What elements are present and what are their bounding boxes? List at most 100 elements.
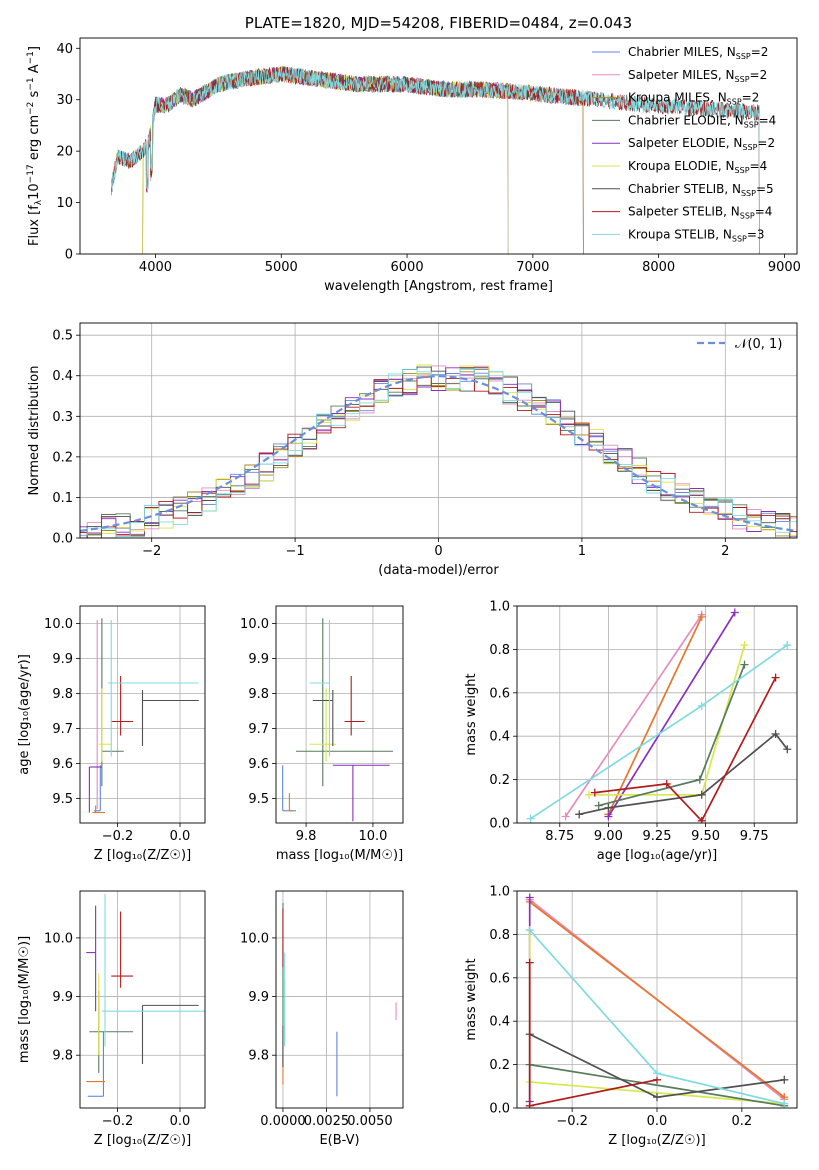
x-axis-label: E(B-V) — [319, 1133, 359, 1148]
chart-title: PLATE=1820, MJD=54208, FIBERID=0484, z=0… — [245, 14, 632, 32]
y-tick-label: 0.6 — [489, 686, 510, 701]
y-tick-label: 10.0 — [44, 931, 73, 946]
weight-marker — [740, 641, 749, 650]
y-tick-label: 9.6 — [52, 757, 73, 772]
y-tick-label: 9.5 — [52, 792, 73, 807]
y-tick-label: 1.0 — [489, 885, 510, 900]
x-tick-label: 0.0 — [170, 829, 191, 844]
legend-nssp-value: =5 — [756, 182, 774, 196]
weight-marker — [697, 816, 706, 823]
y-axis-label-part: A — [27, 64, 42, 77]
weight-line — [594, 677, 777, 823]
x-axis-label: wavelength [Angstrom, rest frame] — [324, 279, 553, 294]
weight-marker — [575, 810, 584, 819]
x-tick-label: 0.0 — [647, 1114, 668, 1129]
x-tick-label: −0.2 — [556, 1114, 588, 1129]
x-axis-label: mass [log₁₀(M/M☉)] — [276, 848, 403, 863]
legend-entry: Chabrier MILES, NSSP=2 — [628, 45, 768, 61]
x-tick-label: 9.75 — [740, 829, 769, 844]
weight-marker — [604, 803, 613, 812]
y-axis-label-part: Flux [f — [27, 205, 42, 246]
weight-marker — [780, 1075, 789, 1084]
legend-nssp-value: =4 — [750, 159, 768, 173]
x-axis-label: Z [log₁₀(Z/Z☉)] — [94, 848, 191, 863]
legend-nssp-value: =2 — [750, 68, 768, 82]
axes-frame — [79, 37, 798, 255]
y-tick-label: 40 — [56, 42, 73, 57]
legend-nssp-prefix: , N — [718, 68, 735, 82]
legend-nssp-subscript: SSP — [735, 166, 750, 175]
y-tick-label: 0.4 — [489, 730, 510, 745]
weight-marker — [653, 1093, 661, 1102]
plot-area-age-vs-Z — [88, 618, 199, 814]
legend-series-name: Chabrier MILES — [628, 45, 719, 59]
x-tick-label: 2 — [721, 544, 729, 559]
weight-marker — [590, 788, 599, 797]
y-axis-label-part: −1 — [26, 51, 36, 64]
legend-nssp-subscript: SSP — [741, 189, 756, 198]
y-tick-label: 30 — [56, 93, 73, 108]
y-tick-label: 0.3 — [52, 410, 73, 425]
weight-marker — [780, 1099, 789, 1108]
x-tick-label: −1 — [286, 544, 305, 559]
x-tick-label: 9.50 — [691, 829, 720, 844]
legend-series-name: Kroupa STELIB — [628, 227, 715, 241]
y-tick-label: 0 — [65, 248, 73, 263]
y-axis-label: mass weight — [464, 673, 479, 755]
x-axis-label: age [log₁₀(age/yr)] — [597, 848, 718, 863]
y-tick-label: 9.9 — [52, 990, 73, 1005]
axes-frame — [79, 890, 206, 1109]
y-tick-label: 9.7 — [52, 722, 73, 737]
y-tick-label: 10.0 — [240, 617, 269, 632]
legend-nssp-value: =2 — [757, 136, 775, 150]
y-axis-label: age [log₁₀(age/yr)] — [17, 654, 32, 775]
y-tick-label: 0.4 — [489, 1015, 510, 1030]
legend-nssp-subscript: SSP — [735, 75, 750, 84]
legend-nssp-value: =3 — [747, 227, 765, 241]
y-tick-label: 0.8 — [489, 928, 510, 943]
y-tick-label: 9.8 — [52, 687, 73, 702]
x-tick-label: 1 — [578, 544, 586, 559]
y-tick-label: 10.0 — [240, 931, 269, 946]
y-axis-label-part: erg cm — [27, 115, 42, 164]
plot-area-mass-vs-ebv — [282, 902, 397, 1097]
y-axis-label-part: 10 — [27, 183, 42, 200]
legend-entry: Kroupa ELODIE, NSSP=4 — [628, 159, 767, 175]
legend-nssp-prefix: , N — [715, 227, 732, 241]
legend-entry: Chabrier ELODIE, NSSP=4 — [628, 113, 776, 129]
plot-area-spectrum — [111, 65, 760, 254]
y-tick-label: 9.8 — [248, 1049, 269, 1064]
weight-line — [529, 901, 785, 1098]
x-tick-label: 9.25 — [643, 829, 672, 844]
legend-series-name: Salpeter STELIB — [628, 205, 723, 219]
axes-frame — [516, 605, 798, 824]
weight-marker — [697, 612, 706, 621]
y-tick-label: 0.0 — [489, 1102, 510, 1117]
y-tick-label: 0.5 — [52, 329, 73, 344]
weight-marker — [561, 812, 570, 821]
y-tick-label: 9.8 — [248, 687, 269, 702]
normal-curve — [80, 375, 797, 532]
weight-marker — [697, 790, 706, 799]
y-tick-label: 9.5 — [248, 792, 269, 807]
spectrum-line — [111, 66, 760, 254]
legend-series-name: Kroupa ELODIE — [628, 159, 718, 173]
x-tick-label: 9000 — [768, 260, 801, 275]
y-axis-label: Normed distribution — [27, 366, 42, 496]
y-tick-label: 9.6 — [248, 757, 269, 772]
weight-marker — [730, 608, 739, 617]
legend-nssp-prefix: , N — [724, 182, 741, 196]
x-tick-label: 4000 — [139, 260, 172, 275]
weight-marker — [594, 801, 603, 810]
legend-series-name: Chabrier STELIB — [628, 182, 724, 196]
y-axis-label: Flux [fλ10−17 erg cm−2 s−1 A−1] — [26, 46, 44, 246]
y-tick-label: 0.2 — [52, 450, 73, 465]
x-tick-label: 6000 — [391, 260, 424, 275]
x-tick-label: 0.0050 — [347, 1114, 393, 1129]
legend-entry: Chabrier STELIB, NSSP=5 — [628, 182, 774, 198]
axes-frame — [275, 605, 404, 824]
y-tick-label: 0.8 — [489, 643, 510, 658]
weight-marker — [783, 745, 792, 754]
legend-nssp-prefix: , N — [723, 205, 740, 219]
y-tick-label: 9.7 — [248, 722, 269, 737]
